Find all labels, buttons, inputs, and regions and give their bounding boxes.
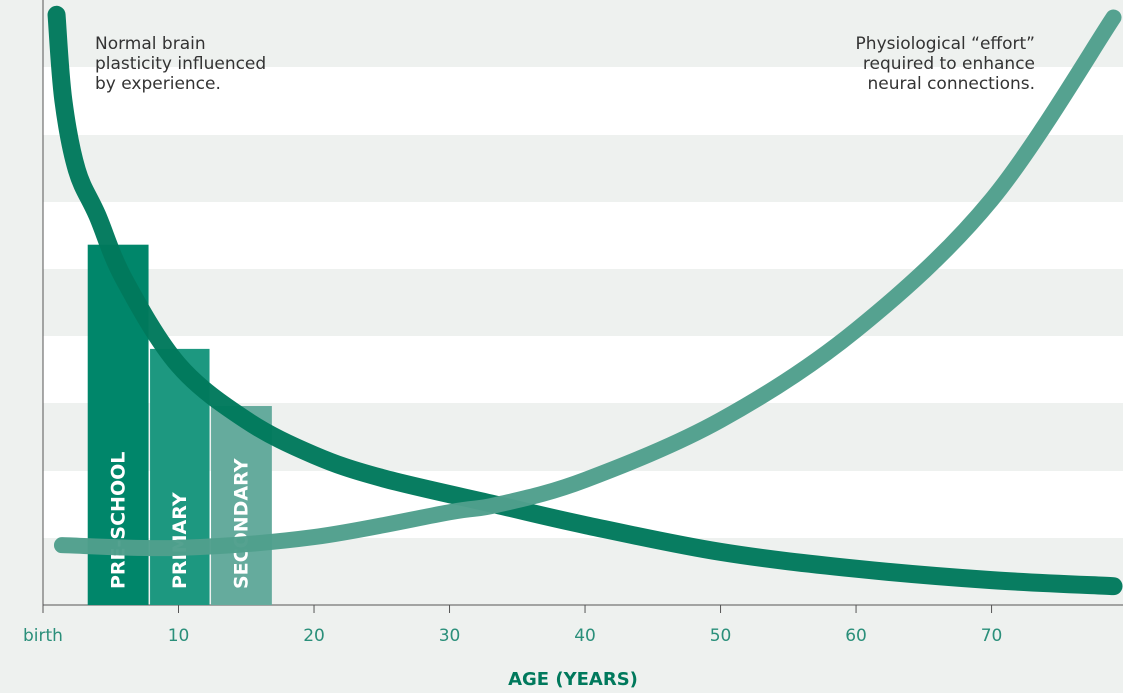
x-tick-label: 70 bbox=[981, 626, 1003, 646]
x-tick-label: birth bbox=[23, 626, 63, 646]
curve bbox=[47, 5, 1123, 596]
x-tick-label: 20 bbox=[303, 626, 325, 646]
annotation: required to enhance bbox=[863, 54, 1035, 74]
annotation: neural connections. bbox=[868, 74, 1035, 94]
stripes bbox=[43, 67, 1123, 538]
bar-label: PRE-SCHOOL bbox=[107, 452, 129, 589]
x-tick-label: 50 bbox=[710, 626, 732, 646]
x-tick-label: 30 bbox=[439, 626, 461, 646]
x-tick-label: 60 bbox=[845, 626, 867, 646]
annotation: by experience. bbox=[95, 74, 221, 94]
stripe bbox=[43, 67, 1123, 135]
x-tick-label: 40 bbox=[574, 626, 596, 646]
annotation: Normal brain bbox=[95, 34, 206, 54]
x-tick-label: 10 bbox=[168, 626, 190, 646]
curve bbox=[53, 9, 1122, 557]
stripe bbox=[43, 336, 1123, 403]
annotation: plasticity influenced bbox=[95, 54, 266, 74]
annotation: Physiological “effort” bbox=[856, 34, 1035, 54]
bar-label: SECONDARY bbox=[231, 458, 253, 589]
x-axis-label: AGE (YEARS) bbox=[508, 669, 638, 690]
